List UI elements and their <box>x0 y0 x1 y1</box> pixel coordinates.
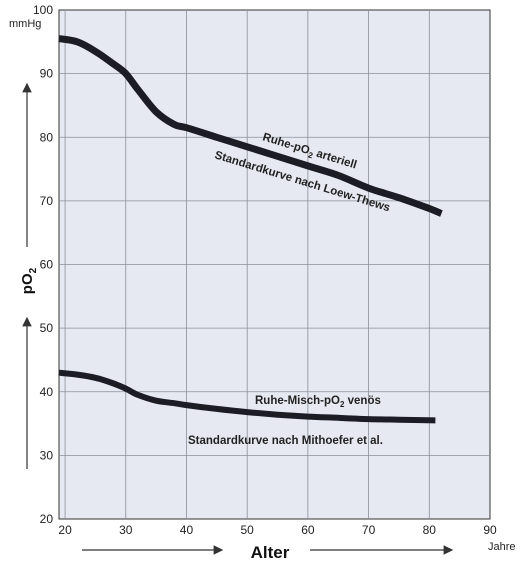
series-layer <box>58 35 443 424</box>
y-tick-100: 100 <box>33 3 53 17</box>
y-tick-20: 20 <box>40 512 54 526</box>
x-tick-80: 80 <box>423 523 437 537</box>
y-tick-60: 60 <box>40 258 54 272</box>
y-tick-30: 30 <box>40 448 54 462</box>
x-unit-label: Jahre <box>488 541 516 553</box>
y-tick-70: 70 <box>40 194 54 208</box>
x-tick-50: 50 <box>241 523 255 537</box>
annotation-venous-title: Ruhe-Misch-pO2 venös <box>255 395 381 409</box>
series-line-1 <box>58 369 436 424</box>
x-tick-labels: 20 30 40 50 60 70 80 90 <box>58 523 497 537</box>
annotation-venous-source: Standardkurve nach Mithoefer et al. <box>188 435 383 447</box>
x-tick-60: 60 <box>301 523 315 537</box>
y-tick-labels: 20 30 40 50 60 70 80 90 100 <box>33 3 53 526</box>
y-tick-90: 90 <box>40 67 54 81</box>
y-tick-80: 80 <box>40 130 54 144</box>
x-tick-40: 40 <box>180 523 194 537</box>
x-axis-label: Alter <box>251 543 290 562</box>
series-line-0 <box>58 35 443 217</box>
y-tick-40: 40 <box>40 385 54 399</box>
y-tick-50: 50 <box>40 321 54 335</box>
y-axis-label: pO2 <box>19 267 39 294</box>
x-tick-90: 90 <box>483 523 497 537</box>
y-unit-label: mmHg <box>9 18 41 30</box>
x-tick-20: 20 <box>58 523 72 537</box>
x-tick-30: 30 <box>119 523 133 537</box>
x-tick-70: 70 <box>362 523 376 537</box>
